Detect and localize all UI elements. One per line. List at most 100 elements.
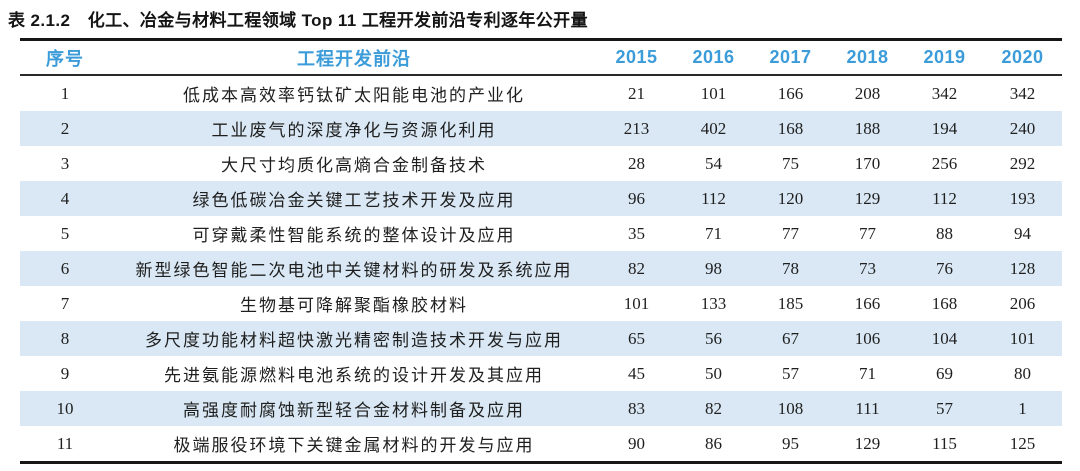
- table-row: 6 新型绿色智能二次电池中关键材料的研发及系统应用 82 98 78 73 76…: [20, 251, 1062, 286]
- table-row: 9 先进氨能源燃料电池系统的设计开发及其应用 45 50 57 71 69 80: [20, 356, 1062, 391]
- value-cell: 98: [705, 258, 722, 278]
- value-cell: 57: [936, 398, 953, 418]
- value-cell: 77: [859, 223, 876, 243]
- value-cell: 208: [854, 83, 881, 103]
- frontier-cell: 生物基可降解聚酯橡胶材料: [240, 296, 468, 315]
- frontier-cell: 工业废气的深度净化与资源化利用: [211, 121, 497, 140]
- value-cell: 168: [777, 118, 804, 138]
- table-row: 8 多尺度功能材料超快激光精密制造技术开发与应用 65 56 67 106 10…: [20, 321, 1062, 356]
- frontier-cell: 新型绿色智能二次电池中关键材料的研发及系统应用: [135, 261, 573, 280]
- value-cell: 188: [854, 118, 881, 138]
- table-row: 5 可穿戴柔性智能系统的整体设计及应用 35 71 77 77 88 94: [20, 216, 1062, 251]
- col-header-2015: 2015: [598, 39, 675, 76]
- value-cell: 101: [623, 293, 650, 313]
- value-cell: 133: [700, 293, 727, 313]
- rank-cell: 2: [60, 118, 70, 138]
- value-cell: 28: [628, 153, 645, 173]
- frontier-cell: 大尺寸均质化高熵合金制备技术: [221, 156, 487, 175]
- value-cell: 111: [855, 398, 880, 418]
- table-row: 4 绿色低碳冶金关键工艺技术开发及应用 96 112 120 129 112 1…: [20, 181, 1062, 216]
- frontier-cell: 低成本高效率钙钛矿太阳能电池的产业化: [183, 86, 525, 105]
- table-row: 1 低成本高效率钙钛矿太阳能电池的产业化 21 101 166 208 342 …: [20, 75, 1062, 111]
- value-cell: 101: [700, 83, 727, 103]
- table-row: 7 生物基可降解聚酯橡胶材料 101 133 185 166 168 206: [20, 286, 1062, 321]
- value-cell: 83: [628, 398, 645, 418]
- col-header-2019: 2019: [906, 39, 983, 76]
- frontier-cell: 绿色低碳冶金关键工艺技术开发及应用: [192, 191, 516, 210]
- table-row: 11 极端服役环境下关键金属材料的开发与应用 90 86 95 129 115 …: [20, 426, 1062, 463]
- rank-cell: 8: [60, 328, 70, 348]
- col-header-2018: 2018: [829, 39, 906, 76]
- frontier-cell: 高强度耐腐蚀新型轻合金材料制备及应用: [183, 401, 525, 420]
- rank-cell: 10: [56, 398, 74, 418]
- value-cell: 185: [777, 293, 804, 313]
- value-cell: 106: [854, 328, 881, 348]
- value-cell: 76: [936, 258, 953, 278]
- frontier-cell: 可穿戴柔性智能系统的整体设计及应用: [192, 226, 516, 245]
- value-cell: 21: [628, 83, 645, 103]
- value-cell: 56: [705, 328, 722, 348]
- value-cell: 90: [628, 433, 645, 453]
- table-row: 2 工业废气的深度净化与资源化利用 213 402 168 188 194 24…: [20, 111, 1062, 146]
- table-header-row: 序号 工程开发前沿 2015 2016 2017 2018 2019 2020: [20, 39, 1062, 76]
- value-cell: 129: [854, 433, 881, 453]
- value-cell: 104: [931, 328, 958, 348]
- frontier-cell: 多尺度功能材料超快激光精密制造技术开发与应用: [145, 331, 563, 350]
- rank-cell: 3: [60, 153, 70, 173]
- value-cell: 292: [1009, 153, 1036, 173]
- rank-cell: 7: [60, 293, 70, 313]
- value-cell: 77: [782, 223, 799, 243]
- value-cell: 128: [1009, 258, 1036, 278]
- value-cell: 57: [782, 363, 799, 383]
- value-cell: 101: [1009, 328, 1036, 348]
- value-cell: 73: [859, 258, 876, 278]
- value-cell: 168: [931, 293, 958, 313]
- value-cell: 112: [701, 188, 726, 208]
- value-cell: 240: [1009, 118, 1036, 138]
- value-cell: 35: [628, 223, 645, 243]
- value-cell: 1: [1018, 398, 1027, 418]
- table-row: 3 大尺寸均质化高熵合金制备技术 28 54 75 170 256 292: [20, 146, 1062, 181]
- value-cell: 166: [777, 83, 804, 103]
- value-cell: 120: [777, 188, 804, 208]
- value-cell: 75: [782, 153, 799, 173]
- value-cell: 166: [854, 293, 881, 313]
- value-cell: 213: [623, 118, 650, 138]
- value-cell: 129: [854, 188, 881, 208]
- value-cell: 50: [705, 363, 722, 383]
- value-cell: 115: [932, 433, 957, 453]
- rank-cell: 11: [56, 433, 74, 453]
- frontier-cell: 极端服役环境下关键金属材料的开发与应用: [173, 436, 535, 455]
- col-header-2020: 2020: [983, 39, 1062, 76]
- value-cell: 78: [782, 258, 799, 278]
- rank-cell: 6: [60, 258, 70, 278]
- value-cell: 82: [628, 258, 645, 278]
- value-cell: 69: [936, 363, 953, 383]
- value-cell: 80: [1014, 363, 1031, 383]
- value-cell: 71: [705, 223, 722, 243]
- frontier-cell: 先进氨能源燃料电池系统的设计开发及其应用: [164, 366, 544, 385]
- table-caption: 表 2.1.2 化工、冶金与材料工程领域 Top 11 工程开发前沿专利逐年公开…: [8, 11, 588, 30]
- value-cell: 94: [1014, 223, 1031, 243]
- value-cell: 86: [705, 433, 722, 453]
- value-cell: 95: [782, 433, 799, 453]
- value-cell: 71: [859, 363, 876, 383]
- table-row: 10 高强度耐腐蚀新型轻合金材料制备及应用 83 82 108 111 57 1: [20, 391, 1062, 426]
- value-cell: 82: [705, 398, 722, 418]
- value-cell: 193: [1009, 188, 1036, 208]
- value-cell: 402: [700, 118, 727, 138]
- value-cell: 96: [628, 188, 645, 208]
- value-cell: 342: [1009, 83, 1036, 103]
- value-cell: 88: [936, 223, 953, 243]
- rank-cell: 1: [60, 83, 70, 103]
- rank-cell: 4: [60, 188, 70, 208]
- value-cell: 170: [854, 153, 881, 173]
- rank-cell: 9: [60, 363, 70, 383]
- value-cell: 45: [628, 363, 645, 383]
- value-cell: 67: [782, 328, 799, 348]
- value-cell: 54: [705, 153, 722, 173]
- value-cell: 125: [1009, 433, 1036, 453]
- value-cell: 108: [777, 398, 804, 418]
- col-header-2016: 2016: [675, 39, 752, 76]
